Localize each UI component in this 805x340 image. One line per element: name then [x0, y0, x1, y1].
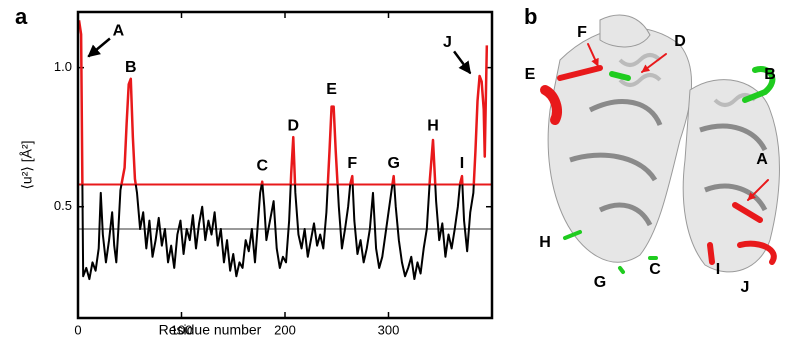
data-line [81, 184, 475, 281]
x-tick-label: 200 [274, 322, 296, 337]
structure-label: C [649, 261, 661, 278]
y-axis-label: ⟨u²⟩ [Å²] [19, 140, 35, 189]
panel-label: a [15, 4, 28, 29]
x-axis-label: Residue number [159, 322, 262, 338]
annotation: F [347, 155, 357, 172]
structure-label: A [756, 151, 768, 168]
annotation-arrow [87, 37, 111, 58]
structure-label: H [539, 234, 551, 251]
x-tick-label: 100 [171, 322, 193, 337]
annotation: H [427, 117, 439, 134]
annotation: A [113, 23, 125, 40]
annotation: C [256, 158, 268, 175]
annotation: J [443, 34, 452, 51]
y-tick-label: 0.5 [54, 198, 72, 213]
protein-structure [547, 14, 780, 273]
flexible-regions [540, 43, 777, 274]
structure-label: G [594, 274, 606, 291]
panel-label: b [524, 4, 537, 29]
structure-label: I [716, 261, 720, 278]
annotation: I [460, 155, 464, 172]
annotation: D [287, 117, 299, 134]
structure-label: J [741, 279, 750, 296]
annotation: G [387, 155, 399, 172]
y-tick-label: 1.0 [54, 59, 72, 74]
annotation-arrow [453, 50, 472, 75]
annotation: B [125, 59, 137, 76]
structure-label: E [525, 66, 536, 83]
structure-label: B [764, 66, 776, 83]
plot-frame [76, 10, 494, 320]
x-tick-label: 0 [74, 322, 81, 337]
x-tick-label: 300 [378, 322, 400, 337]
structure-label: F [577, 24, 587, 41]
annotation: E [326, 81, 337, 98]
structure-label: D [674, 33, 686, 50]
